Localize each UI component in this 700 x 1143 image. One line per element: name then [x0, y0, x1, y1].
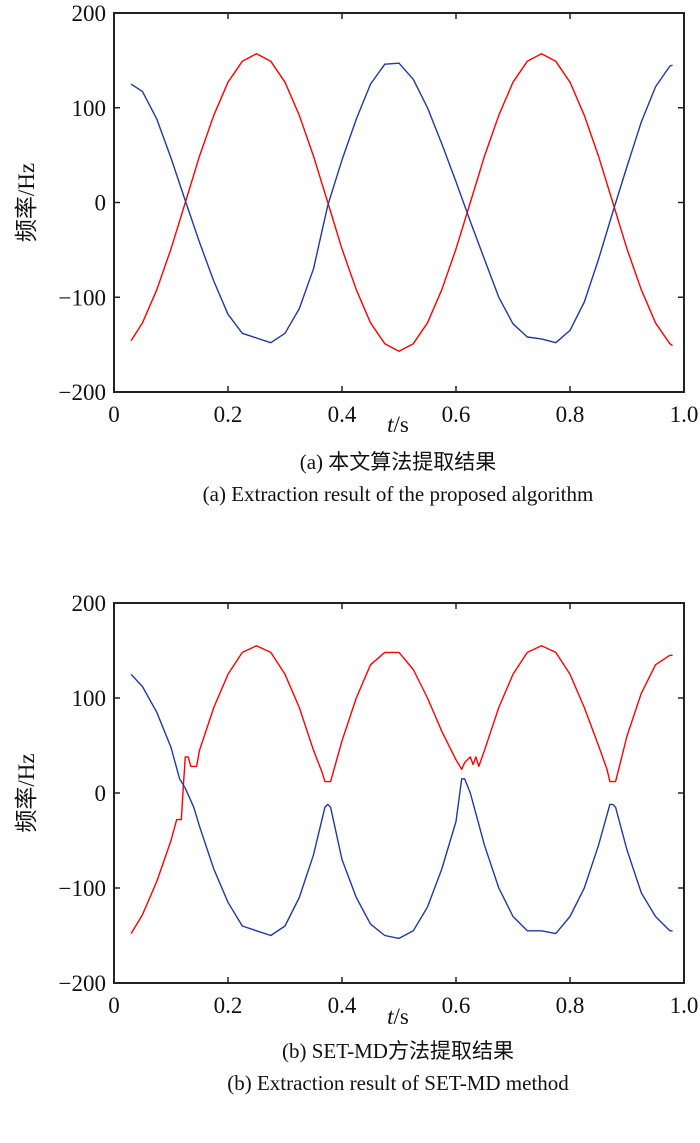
y-tick-label: 100: [72, 686, 107, 711]
y-axis-label: 频率/Hz: [14, 163, 39, 242]
series-line-component-1: [130, 645, 673, 934]
x-tick-label: 0: [108, 993, 120, 1018]
x-tick-label: 0.2: [214, 402, 243, 427]
x-axis-label-unit: /s: [394, 412, 409, 437]
x-tick-label: 0.6: [442, 402, 471, 427]
y-tick-label: 200: [72, 591, 107, 616]
x-tick-label: 0.4: [328, 402, 357, 427]
y-tick-label: −200: [59, 971, 106, 996]
series-line-component-2: [130, 62, 673, 344]
y-tick-label: 100: [72, 96, 107, 121]
y-tick-label: 200: [72, 1, 107, 26]
x-tick-label: 0: [108, 402, 120, 427]
caption-cn: (b) SET-MD方法提取结果: [282, 1039, 514, 1063]
x-axis-label: t/s: [387, 1004, 409, 1029]
x-axis-label: t/s: [387, 412, 409, 437]
chart-b: 0 0.2 0.4 0.6 0.8 1.0 200 100 0 −100 −200 频率/Hz t/s (…: [14, 591, 698, 1095]
x-tick-label: 0.8: [556, 402, 585, 427]
series-line-component-1: [130, 53, 673, 352]
caption-en: (b) Extraction result of SET-MD method: [227, 1071, 569, 1095]
y-tick-label: 0: [95, 191, 107, 216]
y-axis-label: 频率/Hz: [14, 753, 39, 832]
x-tick-label: 0.4: [328, 993, 357, 1018]
y-tick-label: −200: [59, 380, 106, 405]
caption-en: (a) Extraction result of the proposed al…: [203, 482, 594, 506]
chart-a: 0 0.2 0.4 0.6 0.8 1.0 200 100 0 −100 −200 频率/Hz t/s (…: [14, 1, 698, 506]
caption-cn: (a) 本文算法提取结果: [300, 450, 497, 474]
x-tick-label: 1.0: [670, 993, 699, 1018]
y-tick-label: 0: [95, 781, 107, 806]
plot-frame: [113, 12, 685, 393]
y-tick-label: −100: [59, 876, 106, 901]
plot-frame: [113, 602, 685, 984]
y-tick-label: −100: [59, 285, 106, 310]
x-tick-label: 1.0: [670, 402, 699, 427]
x-axis-label-var: t: [387, 1004, 394, 1029]
x-tick-label: 0.6: [442, 993, 471, 1018]
x-tick-label: 0.2: [214, 993, 243, 1018]
series-line-component-2: [130, 673, 673, 940]
x-tick-label: 0.8: [556, 993, 585, 1018]
x-axis-label-unit: /s: [394, 1004, 409, 1029]
x-axis-label-var: t: [387, 412, 394, 437]
